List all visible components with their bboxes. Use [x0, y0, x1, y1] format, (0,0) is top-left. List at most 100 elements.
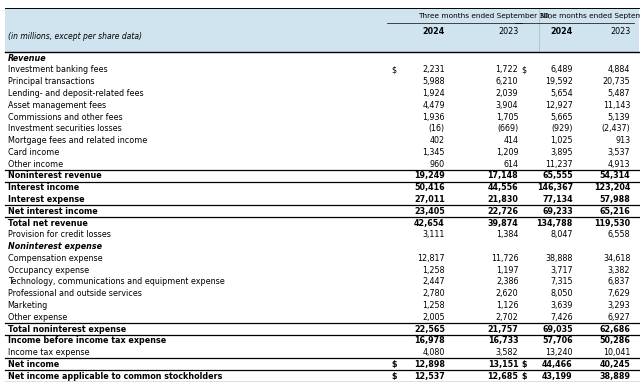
Text: 1,705: 1,705 [496, 113, 518, 121]
Text: Other expense: Other expense [8, 313, 67, 322]
Bar [5, 64, 639, 76]
Text: 62,686: 62,686 [600, 325, 630, 333]
Text: Interest expense: Interest expense [8, 195, 84, 204]
Text: 414: 414 [504, 136, 518, 145]
Text: Mortgage fees and related income: Mortgage fees and related income [8, 136, 147, 145]
Text: 2,231: 2,231 [422, 65, 445, 74]
Text: (669): (669) [497, 125, 518, 133]
Text: 13,240: 13,240 [545, 348, 573, 357]
Text: Investment banking fees: Investment banking fees [8, 65, 108, 74]
Text: 11,726: 11,726 [491, 254, 518, 263]
Text: Technology, communications and equipment expense: Technology, communications and equipment… [8, 277, 225, 286]
Bar [5, 264, 639, 276]
Text: 13,151: 13,151 [488, 360, 518, 369]
Text: 57,706: 57,706 [542, 336, 573, 345]
Text: Nine months ended September 30,: Nine months ended September 30, [540, 13, 640, 19]
Text: 1,209: 1,209 [496, 148, 518, 157]
Text: 77,134: 77,134 [542, 195, 573, 204]
Text: (2,437): (2,437) [602, 125, 630, 133]
Text: $: $ [522, 360, 527, 369]
Text: 57,988: 57,988 [600, 195, 630, 204]
Bar [5, 241, 639, 253]
Bar [5, 135, 639, 147]
Text: 3,717: 3,717 [550, 265, 573, 275]
Bar [5, 123, 639, 135]
Text: 3,582: 3,582 [496, 348, 518, 357]
Text: 22,565: 22,565 [414, 325, 445, 333]
Text: 27,011: 27,011 [414, 195, 445, 204]
Text: 2,702: 2,702 [495, 313, 518, 322]
Text: 39,874: 39,874 [488, 219, 518, 228]
Text: Total noninterest expense: Total noninterest expense [8, 325, 126, 333]
Text: 65,216: 65,216 [600, 207, 630, 216]
Bar [5, 288, 639, 299]
Text: Income tax expense: Income tax expense [8, 348, 89, 357]
Text: 43,199: 43,199 [542, 372, 573, 380]
Text: 11,143: 11,143 [603, 101, 630, 110]
Text: Investment securities losses: Investment securities losses [8, 125, 122, 133]
Text: $: $ [522, 372, 527, 380]
Text: 2,780: 2,780 [422, 289, 445, 298]
Text: $: $ [392, 372, 397, 380]
Text: 4,884: 4,884 [608, 65, 630, 74]
Text: 1,345: 1,345 [422, 148, 445, 157]
Text: 4,080: 4,080 [422, 348, 445, 357]
Text: 23,405: 23,405 [414, 207, 445, 216]
Text: 8,050: 8,050 [550, 289, 573, 298]
Text: Total net revenue: Total net revenue [8, 219, 88, 228]
Bar [5, 182, 639, 194]
Text: $: $ [392, 65, 397, 74]
Bar [5, 253, 639, 264]
Text: 20,735: 20,735 [603, 77, 630, 86]
Bar [5, 158, 639, 170]
Text: Net income applicable to common stockholders: Net income applicable to common stockhol… [8, 372, 222, 380]
Bar [5, 87, 639, 99]
Bar [5, 229, 639, 241]
Text: 12,927: 12,927 [545, 101, 573, 110]
Text: Compensation expense: Compensation expense [8, 254, 102, 263]
Text: 21,757: 21,757 [488, 325, 518, 333]
Text: 8,047: 8,047 [550, 230, 573, 240]
Text: 2023: 2023 [610, 27, 630, 36]
Text: 2,039: 2,039 [496, 89, 518, 98]
Text: 40,245: 40,245 [600, 360, 630, 369]
Text: 16,733: 16,733 [488, 336, 518, 345]
Text: 12,898: 12,898 [414, 360, 445, 369]
Text: 5,988: 5,988 [422, 77, 445, 86]
Text: 1,258: 1,258 [422, 265, 445, 275]
Text: 1,924: 1,924 [422, 89, 445, 98]
Text: 3,111: 3,111 [422, 230, 445, 240]
Text: Other income: Other income [8, 160, 63, 169]
Text: 119,530: 119,530 [595, 219, 630, 228]
Text: 3,904: 3,904 [496, 101, 518, 110]
Text: Asset management fees: Asset management fees [8, 101, 106, 110]
Bar [5, 194, 639, 206]
Text: Commissions and other fees: Commissions and other fees [8, 113, 122, 121]
Text: 2,386: 2,386 [496, 277, 518, 286]
Text: 3,293: 3,293 [608, 301, 630, 310]
Text: 3,382: 3,382 [608, 265, 630, 275]
Text: (in millions, except per share data): (in millions, except per share data) [8, 32, 141, 42]
Text: 22,726: 22,726 [488, 207, 518, 216]
Text: 12,817: 12,817 [417, 254, 445, 263]
Text: Occupancy expense: Occupancy expense [8, 265, 89, 275]
Text: 2024: 2024 [550, 27, 573, 36]
Text: 1,936: 1,936 [422, 113, 445, 121]
Bar [5, 276, 639, 288]
Text: 65,555: 65,555 [542, 172, 573, 180]
Bar [5, 206, 639, 217]
Text: 19,249: 19,249 [414, 172, 445, 180]
Text: 50,286: 50,286 [600, 336, 630, 345]
Text: Marketing: Marketing [8, 301, 48, 310]
Text: Noninterest expense: Noninterest expense [8, 242, 102, 251]
Bar [5, 217, 639, 229]
Bar [5, 76, 639, 87]
Bar [5, 347, 639, 358]
Text: 42,654: 42,654 [414, 219, 445, 228]
Text: 960: 960 [429, 160, 445, 169]
Text: 4,479: 4,479 [422, 101, 445, 110]
Text: 12,685: 12,685 [488, 372, 518, 380]
Text: 5,487: 5,487 [608, 89, 630, 98]
Text: 2,620: 2,620 [496, 289, 518, 298]
Text: 54,314: 54,314 [600, 172, 630, 180]
